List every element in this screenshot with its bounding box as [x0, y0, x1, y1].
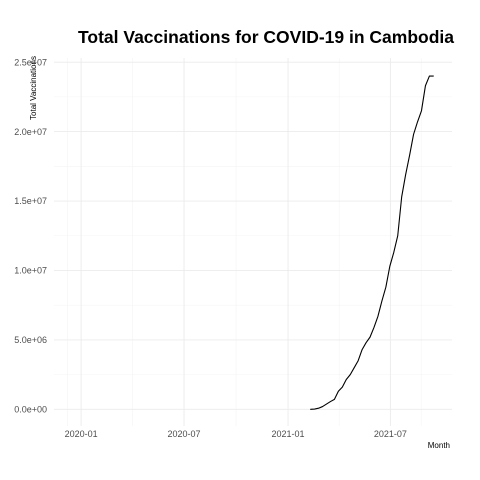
x-tick-label: 2020-07 [168, 429, 201, 439]
chart-title: Total Vaccinations for COVID-19 in Cambo… [78, 27, 454, 47]
y-tick-label: 2.5e+07 [14, 57, 47, 67]
x-axis-ticks: 2020-01 2020-07 2021-01 2021-07 [65, 429, 407, 439]
y-tick-label: 1.0e+07 [14, 266, 47, 276]
x-tick-label: 2021-07 [374, 429, 407, 439]
series-layer [311, 76, 434, 409]
grid [54, 58, 452, 426]
y-tick-label: 0.0e+00 [14, 405, 47, 415]
x-tick-label: 2020-01 [65, 429, 98, 439]
y-tick-label: 2.0e+07 [14, 127, 47, 137]
x-axis-title: Month [428, 441, 450, 450]
x-tick-label: 2021-01 [272, 429, 305, 439]
y-tick-label: 1.5e+07 [14, 196, 47, 206]
series-line [311, 76, 434, 409]
y-tick-label: 5.0e+06 [14, 335, 47, 345]
